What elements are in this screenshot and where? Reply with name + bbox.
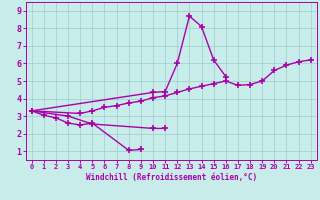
X-axis label: Windchill (Refroidissement éolien,°C): Windchill (Refroidissement éolien,°C) [86, 173, 257, 182]
